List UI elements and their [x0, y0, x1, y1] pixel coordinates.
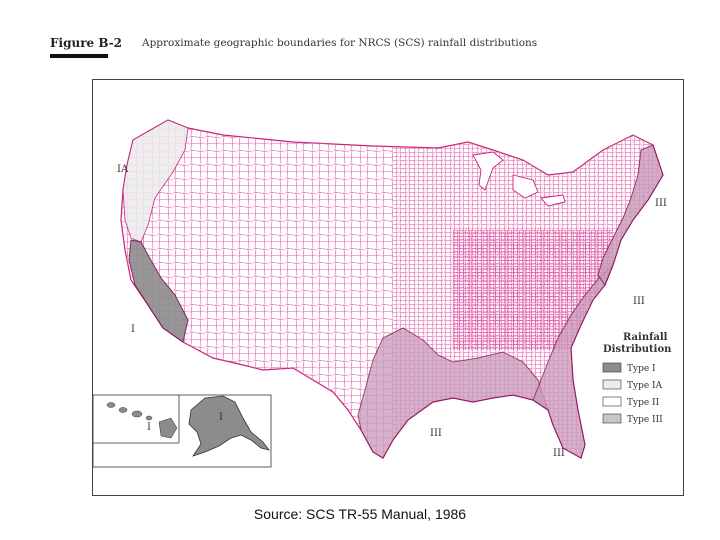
type-iii-region-northeast: [597, 144, 664, 287]
region-label-iii-east: III: [633, 296, 645, 307]
region-label-iii-gulf: III: [430, 428, 442, 439]
legend-label-type-ia: Type IA: [627, 381, 663, 391]
inset-alaska-hawaii: [93, 394, 272, 468]
legend-label-type-iii: Type III: [627, 415, 663, 425]
type-iii-region-gulf: [357, 327, 549, 459]
type-iii-region-atlantic: [532, 264, 614, 459]
region-label-ia-west: IA: [117, 164, 129, 175]
figure-header: Figure B-2 Approximate geographic bounda…: [50, 36, 670, 66]
hawaii-islands: [106, 402, 178, 439]
region-label-i-alaska: I: [219, 412, 223, 423]
figure-number-underline: [50, 54, 108, 58]
us-rainfall-map: IA I III III III III I I Rainfall Distri…: [93, 119, 672, 468]
region-label-i-west: I: [131, 324, 135, 335]
figure-title: Approximate geographic boundaries for NR…: [142, 37, 538, 49]
legend: Rainfall Distribution Type I Type IA Typ…: [602, 332, 672, 425]
great-lakes: [472, 151, 566, 207]
legend-swatch-type-ii: [602, 396, 622, 407]
legend-swatch-type-ia: [602, 379, 622, 390]
legend-title-line1: Rainfall: [623, 332, 668, 343]
legend-label-type-ii: Type II: [627, 398, 660, 408]
type-i-region-california: [128, 239, 189, 343]
legend-swatch-type-iii: [602, 413, 622, 424]
region-label-i-hawaii: I: [147, 422, 151, 433]
region-label-iii-florida: III: [553, 448, 565, 459]
legend-swatch-type-i: [602, 362, 622, 373]
map-frame: IA I III III III III I I Rainfall Distri…: [92, 79, 684, 496]
legend-label-type-i: Type I: [627, 364, 656, 374]
region-label-iii-northeast: III: [655, 198, 667, 209]
legend-title-line2: Distribution: [603, 344, 672, 355]
source-caption: Source: SCS TR-55 Manual, 1986: [253, 506, 467, 522]
type-ia-region: [122, 119, 189, 243]
figure-number: Figure B-2: [50, 36, 123, 50]
alaska-shape: [188, 395, 270, 457]
